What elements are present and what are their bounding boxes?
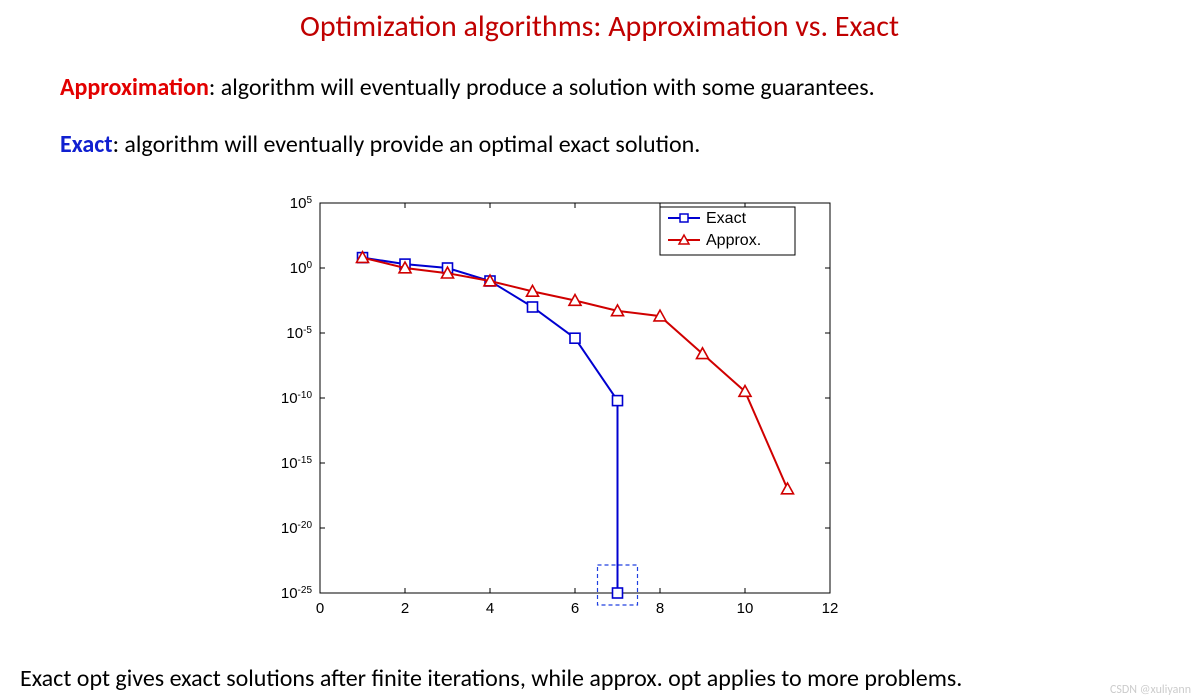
svg-text:10-5: 10-5 bbox=[286, 325, 312, 343]
svg-text:10-20: 10-20 bbox=[281, 520, 313, 538]
svg-text:8: 8 bbox=[656, 600, 664, 617]
svg-text:12: 12 bbox=[822, 600, 839, 617]
footer-text: Exact opt gives exact solutions after fi… bbox=[20, 664, 962, 693]
chart-svg: 0 2 4 6 8 10 12 10-25 10-20 10-15 10-10 10-5 100 105 E… bbox=[260, 193, 850, 623]
svg-text:0: 0 bbox=[316, 600, 324, 617]
exact-text: : algorithm will eventually provide an o… bbox=[113, 130, 701, 159]
svg-text:100: 100 bbox=[290, 260, 313, 278]
page-title: Optimization algorithms: Approximation v… bbox=[0, 8, 1199, 45]
svg-text:Exact: Exact bbox=[706, 210, 747, 227]
svg-text:10-15: 10-15 bbox=[281, 455, 313, 473]
approximation-description: Approximation: algorithm will eventually… bbox=[60, 73, 1199, 102]
svg-text:Approx.: Approx. bbox=[706, 232, 761, 249]
approximation-label: Approximation bbox=[60, 73, 209, 102]
approximation-text: : algorithm will eventually produce a so… bbox=[209, 73, 875, 102]
svg-text:105: 105 bbox=[290, 195, 313, 213]
convergence-chart: 0 2 4 6 8 10 12 10-25 10-20 10-15 10-10 10-5 100 105 E… bbox=[260, 193, 850, 628]
svg-text:2: 2 bbox=[401, 600, 409, 617]
svg-text:10-25: 10-25 bbox=[281, 585, 313, 603]
svg-text:4: 4 bbox=[486, 600, 494, 617]
svg-text:10: 10 bbox=[737, 600, 754, 617]
watermark: CSDN @xuliyann bbox=[1110, 683, 1191, 697]
exact-label: Exact bbox=[60, 130, 113, 159]
svg-text:6: 6 bbox=[571, 600, 579, 617]
exact-description: Exact: algorithm will eventually provide… bbox=[60, 130, 1199, 159]
svg-text:10-10: 10-10 bbox=[281, 390, 313, 408]
